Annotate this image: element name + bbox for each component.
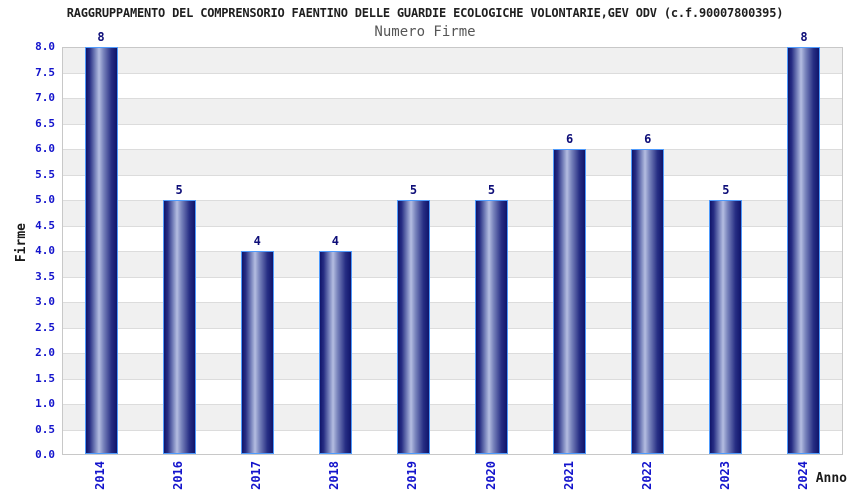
y-tick-label: 7.5 xyxy=(35,65,55,79)
bar-value-label: 4 xyxy=(253,234,261,248)
y-tick-label: 5.5 xyxy=(35,167,55,181)
y-tick-label: 3.0 xyxy=(35,295,55,308)
y-tick-label: 7.0 xyxy=(35,91,55,104)
x-tick-label: 2023 xyxy=(717,461,732,490)
gridline xyxy=(63,276,842,278)
bar-2024 xyxy=(787,47,821,454)
bar-value-label: 6 xyxy=(644,132,652,146)
x-tick-label: 2024 xyxy=(795,461,810,490)
gridline xyxy=(63,378,842,380)
x-tick-label: 2022 xyxy=(639,461,654,490)
gridline xyxy=(63,353,842,354)
bar-value-label: 6 xyxy=(566,132,574,146)
x-axis-title: Anno xyxy=(815,471,847,486)
bar-2014 xyxy=(84,47,118,454)
background-band xyxy=(63,74,842,100)
y-tick-label: 4.5 xyxy=(35,218,55,232)
gridline xyxy=(63,327,842,329)
gridline xyxy=(63,149,842,150)
bar-value-label: 5 xyxy=(409,183,418,197)
x-tick-label: 2021 xyxy=(561,461,576,490)
bar-2019 xyxy=(396,200,430,454)
y-tick-label: 5.0 xyxy=(35,193,55,206)
gridline xyxy=(63,302,842,303)
gridline xyxy=(63,429,842,431)
chart-subtitle: Numero Firme xyxy=(374,24,476,40)
bar-value-label: 8 xyxy=(97,30,105,44)
y-tick-label: 3.5 xyxy=(35,269,55,283)
bar-2018 xyxy=(318,251,352,454)
background-band xyxy=(63,125,842,151)
x-tick-label: 2018 xyxy=(327,461,342,490)
gridline xyxy=(63,404,842,405)
bar-2023 xyxy=(709,200,743,454)
gridline xyxy=(63,200,842,201)
bar-2016 xyxy=(162,200,196,454)
y-tick-label: 0.5 xyxy=(35,422,55,436)
gridline xyxy=(63,225,842,227)
bar-value-label: 8 xyxy=(800,30,808,44)
y-tick-label: 2.0 xyxy=(35,346,55,359)
bar-2021 xyxy=(553,149,587,454)
gridline xyxy=(63,98,842,99)
bar-value-label: 5 xyxy=(722,183,730,197)
y-tick-label: 2.5 xyxy=(35,320,55,334)
gridline xyxy=(63,123,842,125)
y-tick-label: 8.0 xyxy=(35,40,55,53)
bar-value-label: 5 xyxy=(175,183,183,197)
bar-2017 xyxy=(240,251,274,454)
x-tick-label: 2014 xyxy=(93,461,108,490)
gridline xyxy=(63,174,842,176)
bar-value-label: 4 xyxy=(331,234,339,248)
background-band xyxy=(63,48,842,74)
chart-title: RAGGRUPPAMENTO DEL COMPRENSORIO FAENTINO… xyxy=(66,6,784,20)
x-tick-label: 2016 xyxy=(171,461,186,490)
gridline xyxy=(63,72,842,74)
bar-value-label: 5 xyxy=(487,183,496,197)
bar-2020 xyxy=(475,200,509,454)
y-tick-label: 1.0 xyxy=(35,397,55,410)
x-tick-label: 2020 xyxy=(483,461,498,490)
background-band xyxy=(63,99,842,125)
gridline xyxy=(63,251,842,252)
y-tick-label: 1.5 xyxy=(35,371,55,385)
x-tick-label: 2019 xyxy=(405,461,420,490)
bar-2022 xyxy=(631,149,665,454)
y-tick-label: 6.5 xyxy=(35,116,55,130)
y-tick-label: 0.0 xyxy=(35,448,55,461)
background-band xyxy=(63,150,842,176)
x-tick-label: 2017 xyxy=(249,461,264,490)
y-tick-label: 6.0 xyxy=(35,142,55,155)
y-tick-label: 4.0 xyxy=(35,244,55,257)
